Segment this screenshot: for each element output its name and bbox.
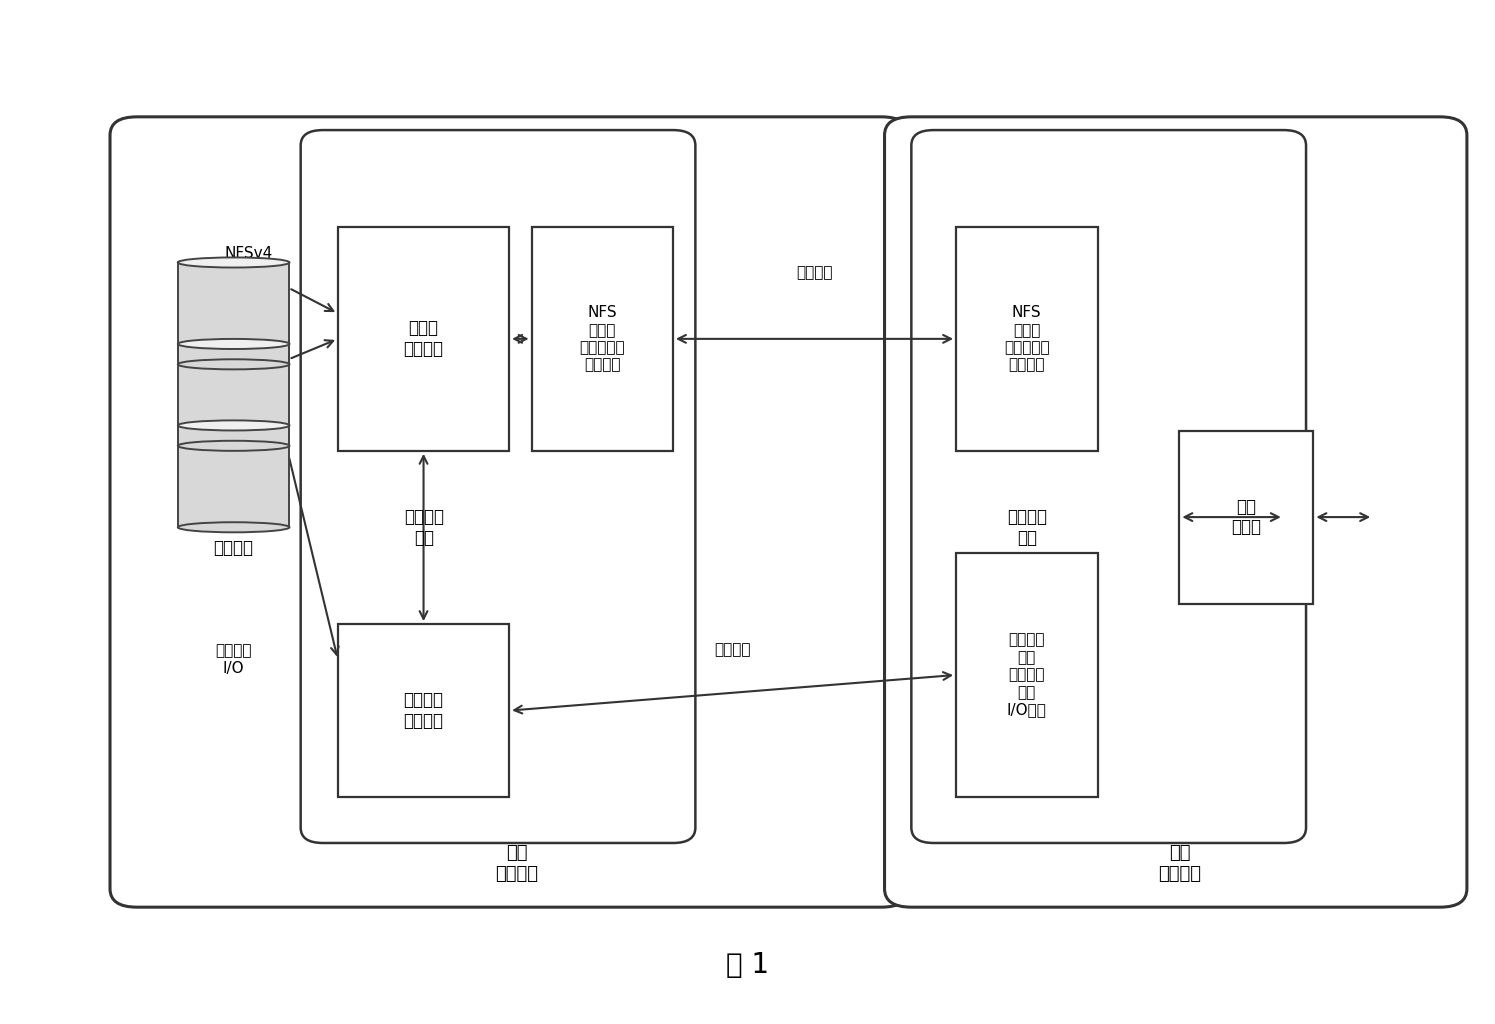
Text: 多媒体
文件系统: 多媒体 文件系统 (404, 319, 444, 358)
Bar (532, 227, 673, 451)
Bar (338, 227, 510, 451)
Text: 图 1: 图 1 (727, 951, 768, 979)
Text: 本地文件
系统: 本地文件 系统 (1008, 508, 1048, 547)
Ellipse shape (178, 339, 290, 349)
Bar (955, 227, 1097, 451)
Text: 媒体
分发系统: 媒体 分发系统 (1159, 844, 1200, 883)
Text: 媒体
存储系统: 媒体 存储系统 (495, 844, 538, 883)
Ellipse shape (178, 421, 290, 430)
Text: 文件播放
I/O: 文件播放 I/O (215, 643, 251, 676)
Text: NFSv4
I/O: NFSv4 I/O (224, 247, 272, 279)
Text: 分发
服务器: 分发 服务器 (1232, 498, 1262, 537)
FancyBboxPatch shape (912, 130, 1307, 843)
Ellipse shape (178, 359, 290, 370)
Bar (178, 344, 290, 445)
Ellipse shape (178, 257, 290, 267)
Bar (338, 624, 510, 797)
Text: NFS
客户端
并行扩展和
组播扩展: NFS 客户端 并行扩展和 组播扩展 (1005, 305, 1049, 373)
Text: 本地文件
系统: 本地文件 系统 (404, 508, 444, 547)
FancyBboxPatch shape (111, 117, 909, 907)
Text: 存储和分
发管理器: 存储和分 发管理器 (404, 691, 444, 730)
FancyBboxPatch shape (300, 130, 695, 843)
Bar (955, 553, 1097, 797)
Text: NFS
服务器
并行扩展和
组播扩展: NFS 服务器 并行扩展和 组播扩展 (580, 305, 625, 373)
Text: 存储硬盘: 存储硬盘 (214, 539, 254, 557)
Text: 控制通道: 控制通道 (797, 265, 833, 281)
Ellipse shape (178, 440, 290, 451)
Text: 文件布局
驱动
文件组播
驱动
I/O驱动: 文件布局 驱动 文件组播 驱动 I/O驱动 (1006, 633, 1046, 717)
Ellipse shape (178, 522, 290, 532)
Bar (178, 425, 290, 527)
Text: 数据通道: 数据通道 (715, 642, 750, 657)
FancyBboxPatch shape (885, 117, 1467, 907)
Bar (178, 262, 290, 365)
Bar (1180, 430, 1314, 604)
